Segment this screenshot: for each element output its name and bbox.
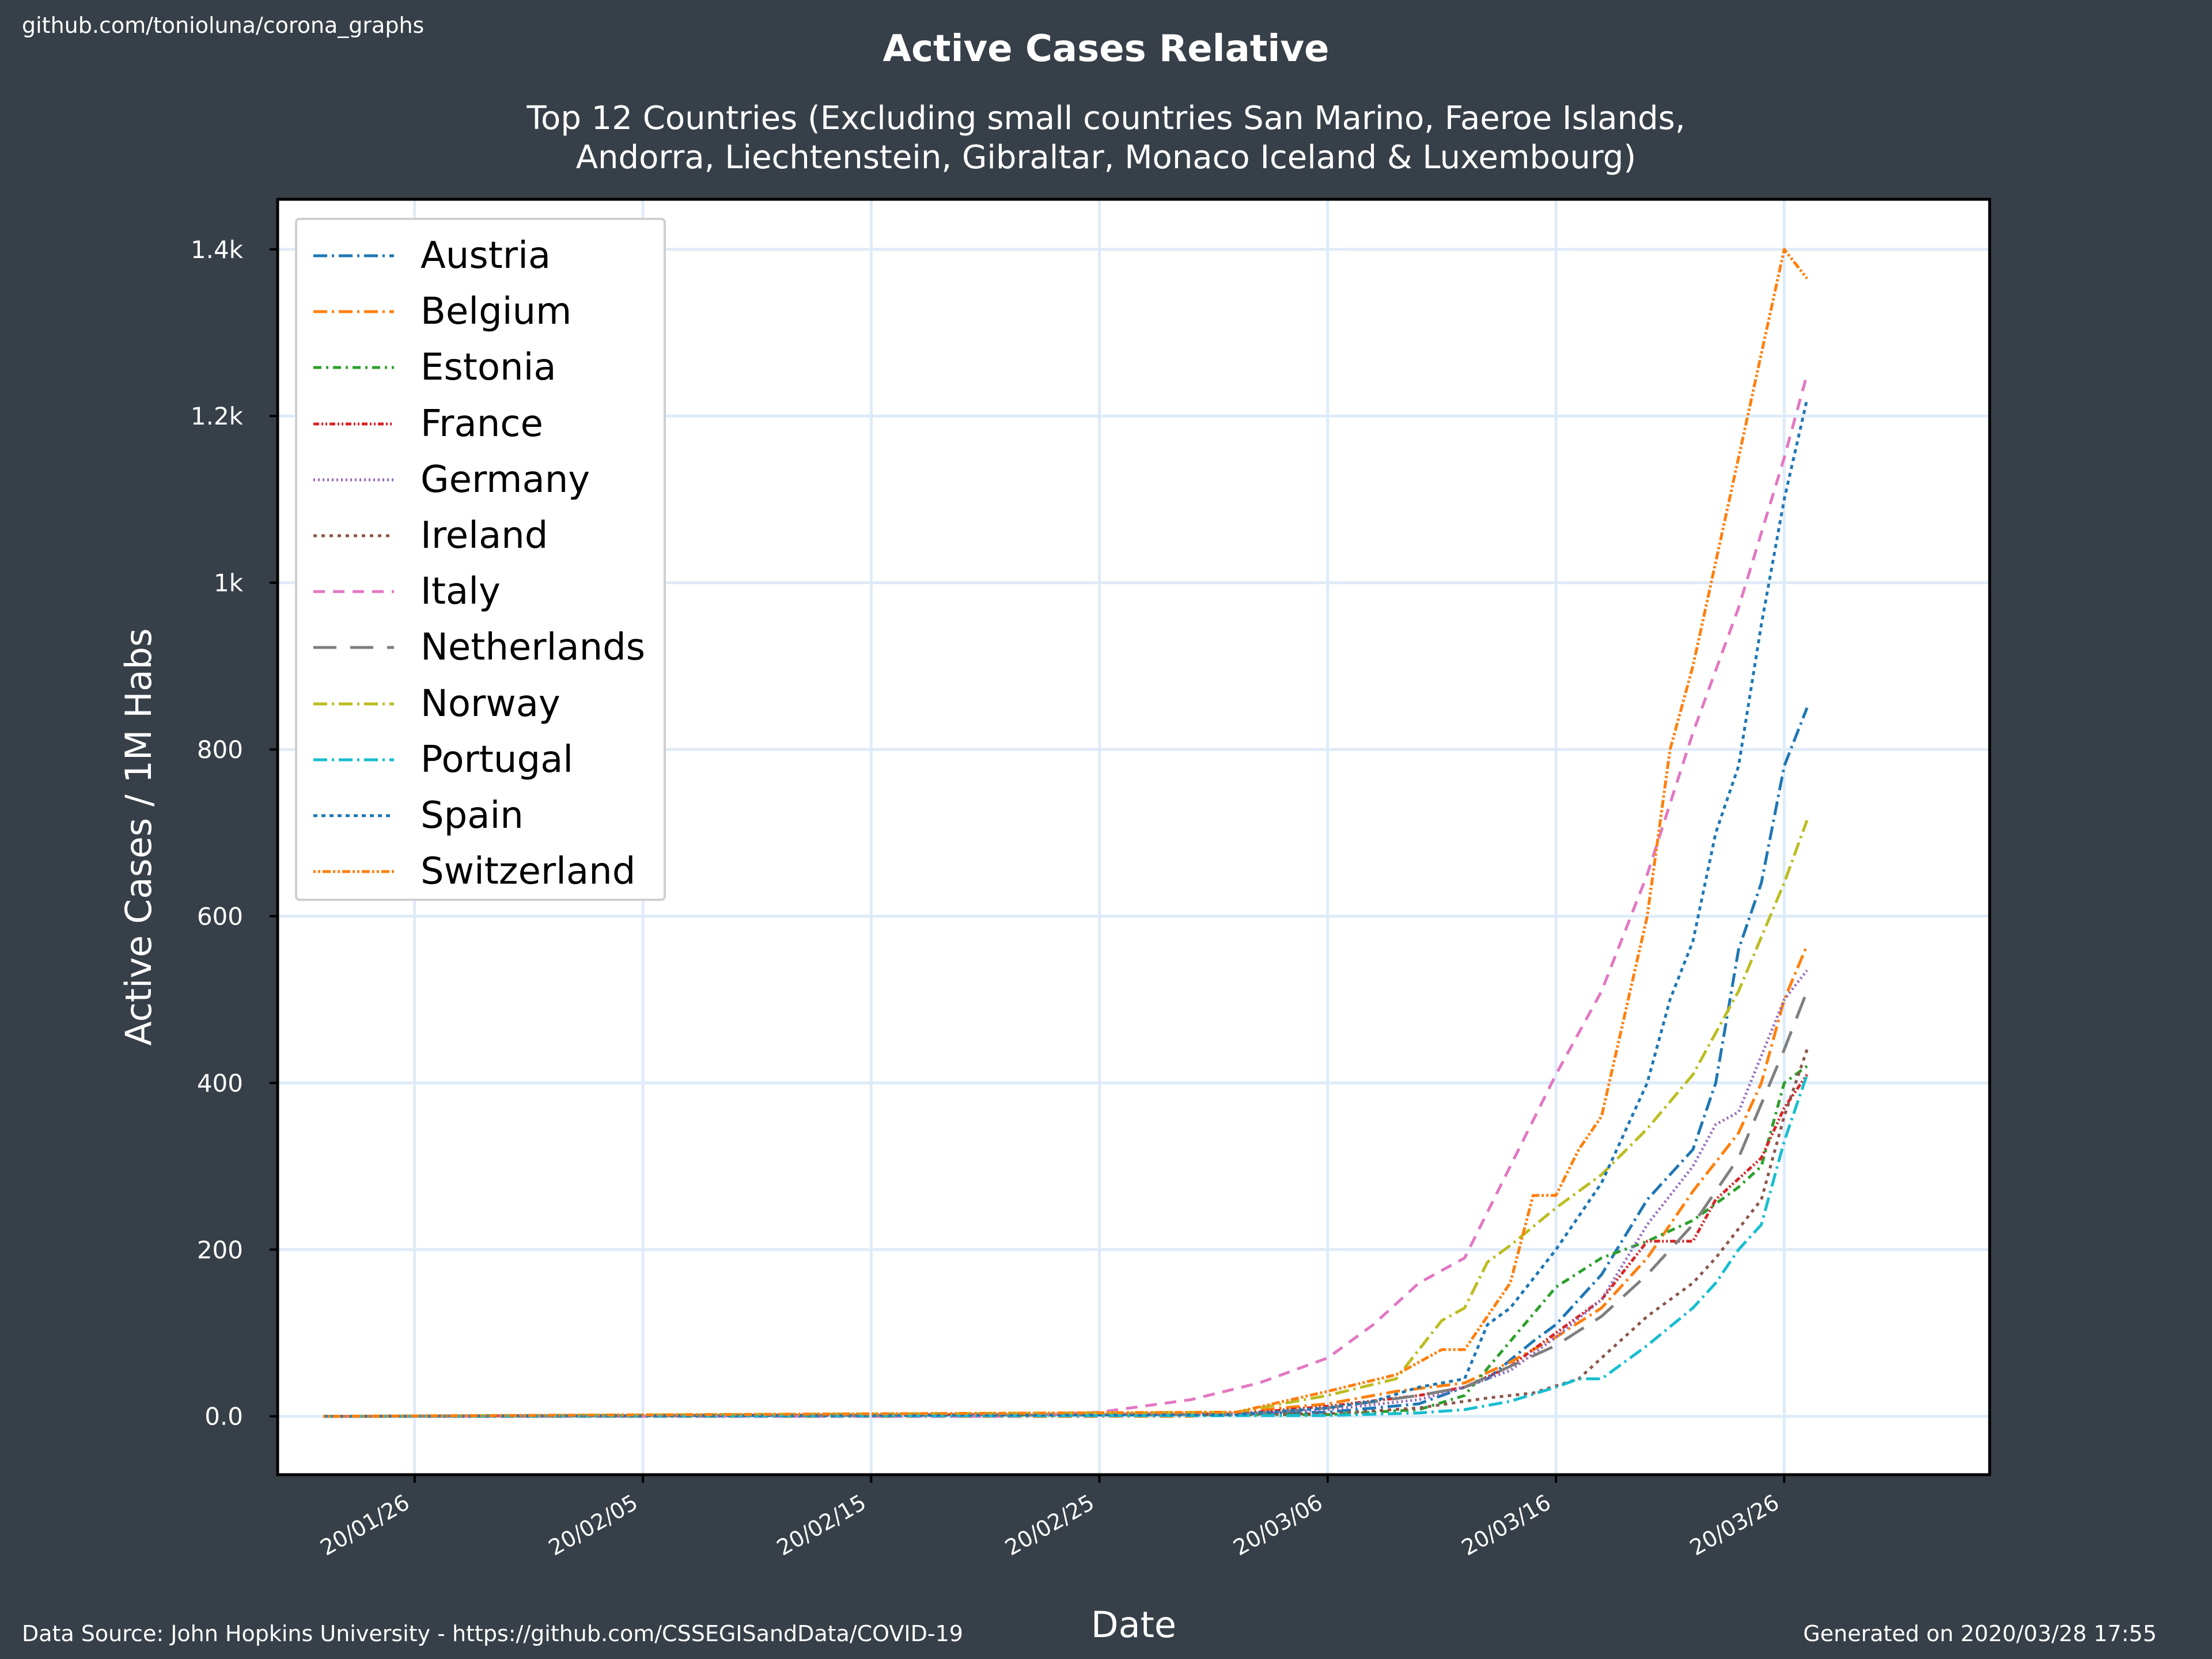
legend-swatch [313,814,394,817]
legend-label: Germany [421,458,590,501]
legend-label: Spain [421,794,524,837]
legend-swatch [313,422,394,426]
legend-item-germany: Germany [297,459,664,515]
legend-label: Norway [421,682,560,725]
legend-label: Portugal [421,738,574,781]
y-axis-label: Active Cases / 1M Habs [118,628,160,1046]
x-tick-label: 20/03/06 [1229,1490,1327,1560]
legend-item-estonia: Estonia [297,347,664,403]
y-tick-label: 1.2k [191,402,244,430]
y-tick-label: 1.4k [191,236,244,264]
generated-timestamp: Generated on 2020/03/28 17:55 [1803,1621,2157,1646]
data-source-note[interactable]: Data Source: John Hopkins University - h… [22,1621,963,1646]
x-tick-label: 20/01/26 [316,1490,414,1560]
legend-label: France [421,402,543,445]
series-line-estonia [323,1065,1808,1418]
x-tick-label: 20/03/26 [1685,1490,1783,1560]
chart-legend: Austria Belgium Estonia France Germany Irelan… [295,218,666,901]
legend-swatch [313,702,394,706]
legend-item-spain: Spain [297,795,664,851]
legend-item-ireland: Ireland [297,515,664,571]
series-line-austria [323,707,1809,1418]
series-group [323,248,1809,1418]
legend-item-belgium: Belgium [297,291,664,347]
x-tick-label: 20/03/16 [1457,1490,1555,1560]
series-line-netherlands [323,990,1809,1418]
x-tick-label: 20/02/05 [544,1490,642,1560]
legend-item-portugal: Portugal [297,739,664,795]
legend-swatch [313,310,394,313]
y-tick-label: 800 [197,736,243,764]
series-line-spain [323,399,1809,1418]
legend-label: Estonia [421,346,556,389]
x-tick-label: 20/02/25 [1001,1490,1099,1560]
legend-swatch [313,870,394,873]
legend-swatch [313,478,394,482]
plot-frame [276,198,1991,1476]
legend-item-france: France [297,403,664,459]
chart-subtitle: Top 12 Countries (Excluding small countr… [0,99,2212,177]
y-tick-label: 600 [197,902,243,930]
legend-label: Switzerland [421,850,636,893]
y-tick-label: 400 [197,1069,243,1097]
legend-item-italy: Italy [297,571,664,627]
y-tick-label: 200 [197,1236,243,1264]
legend-swatch [313,534,394,537]
legend-label: Italy [421,570,501,613]
subtitle-line-1: Top 12 Countries (Excluding small countr… [527,100,1685,137]
legend-item-netherlands: Netherlands [297,627,664,683]
y-tick-label: 0.0 [204,1403,243,1431]
legend-item-switzerland: Switzerland [297,851,664,907]
legend-swatch [313,254,394,257]
legend-swatch [313,758,394,762]
series-line-switzerland [323,248,1808,1418]
series-line-germany [323,969,1808,1418]
series-line-belgium [323,945,1809,1418]
y-tick-label: 1k [214,569,244,597]
legend-label: Ireland [421,514,548,557]
legend-swatch [313,646,394,649]
legend-item-austria: Austria [297,235,664,291]
legend-label: Austria [421,234,551,277]
chart-title: Active Cases Relative [882,28,1330,70]
y-axis: 0.0 200 400 600 800 1k 1.2k 1.4k [191,236,278,1431]
x-axis-label: Date [1091,1604,1176,1646]
legend-swatch [313,590,394,593]
series-line-italy [323,374,1809,1418]
legend-label: Belgium [421,290,572,334]
legend-swatch [313,366,394,369]
x-axis: 20/01/26 20/02/05 20/02/15 20/02/25 20/03/06… [316,1475,1786,1560]
legend-label: Netherlands [421,626,646,669]
source-link[interactable]: github.com/tonioluna/corona_graphs [22,13,425,38]
subtitle-line-2: Andorra, Liechtenstein, Gibraltar, Monac… [575,139,1637,176]
legend-item-norway: Norway [297,683,664,739]
x-tick-label: 20/02/15 [772,1490,870,1560]
